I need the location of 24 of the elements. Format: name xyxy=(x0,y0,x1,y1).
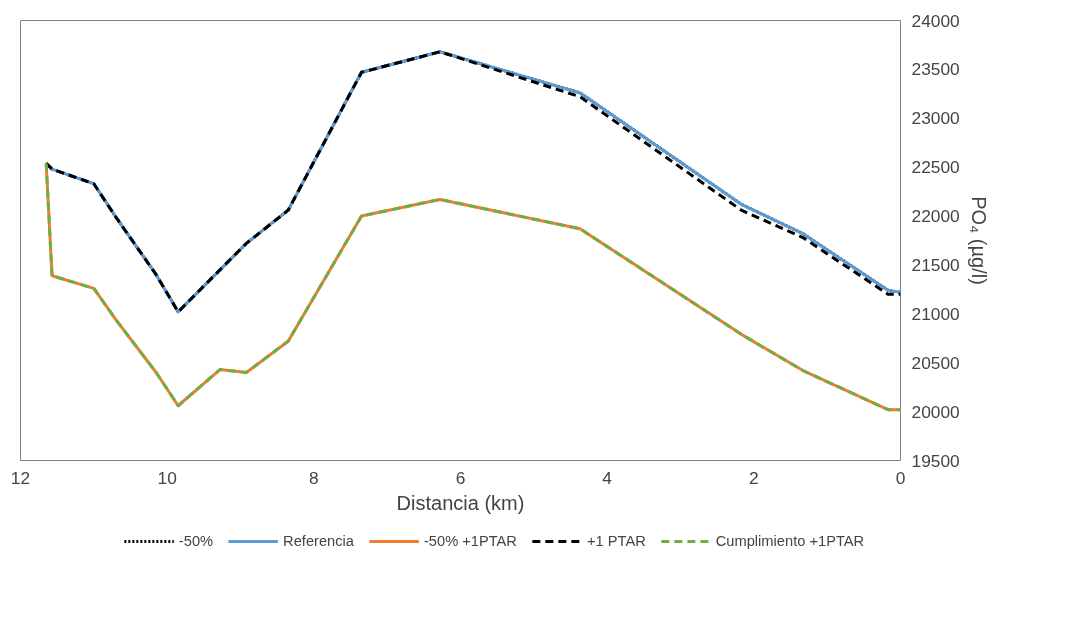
y-tick-label: 23000 xyxy=(911,108,960,129)
x-tick-label: 8 xyxy=(309,467,319,488)
y-tick-label: 20500 xyxy=(911,352,960,373)
x-tick-label: 4 xyxy=(602,467,613,488)
y-tick-label: 22000 xyxy=(911,206,960,227)
x-tick-label: 10 xyxy=(157,467,177,488)
legend-label: -50% +1PTAR xyxy=(423,533,517,549)
y-tick-label: 21500 xyxy=(911,254,960,275)
x-tick-label: 12 xyxy=(10,467,31,488)
legend-label: Cumplimiento +1PTAR xyxy=(715,533,865,549)
legend-label: -50% xyxy=(178,533,214,549)
x-axis-title: Distancia (km) xyxy=(396,491,525,514)
y-tick-label: 19500 xyxy=(911,450,960,471)
y-axis-title: PO₄ (µg/l) xyxy=(967,196,990,285)
y-tick-label: 23500 xyxy=(911,59,960,80)
y-tick-label: 22500 xyxy=(911,157,960,178)
x-tick-label: 0 xyxy=(895,467,906,488)
y-tick-label: 20000 xyxy=(911,401,960,422)
x-tick-label: 2 xyxy=(749,467,759,488)
y-tick-label: 21000 xyxy=(911,303,960,324)
y-tick-label: 24000 xyxy=(911,10,960,31)
legend-label: +1 PTAR xyxy=(586,533,646,549)
x-tick-label: 6 xyxy=(455,467,466,488)
legend-label: Referencia xyxy=(283,533,354,549)
